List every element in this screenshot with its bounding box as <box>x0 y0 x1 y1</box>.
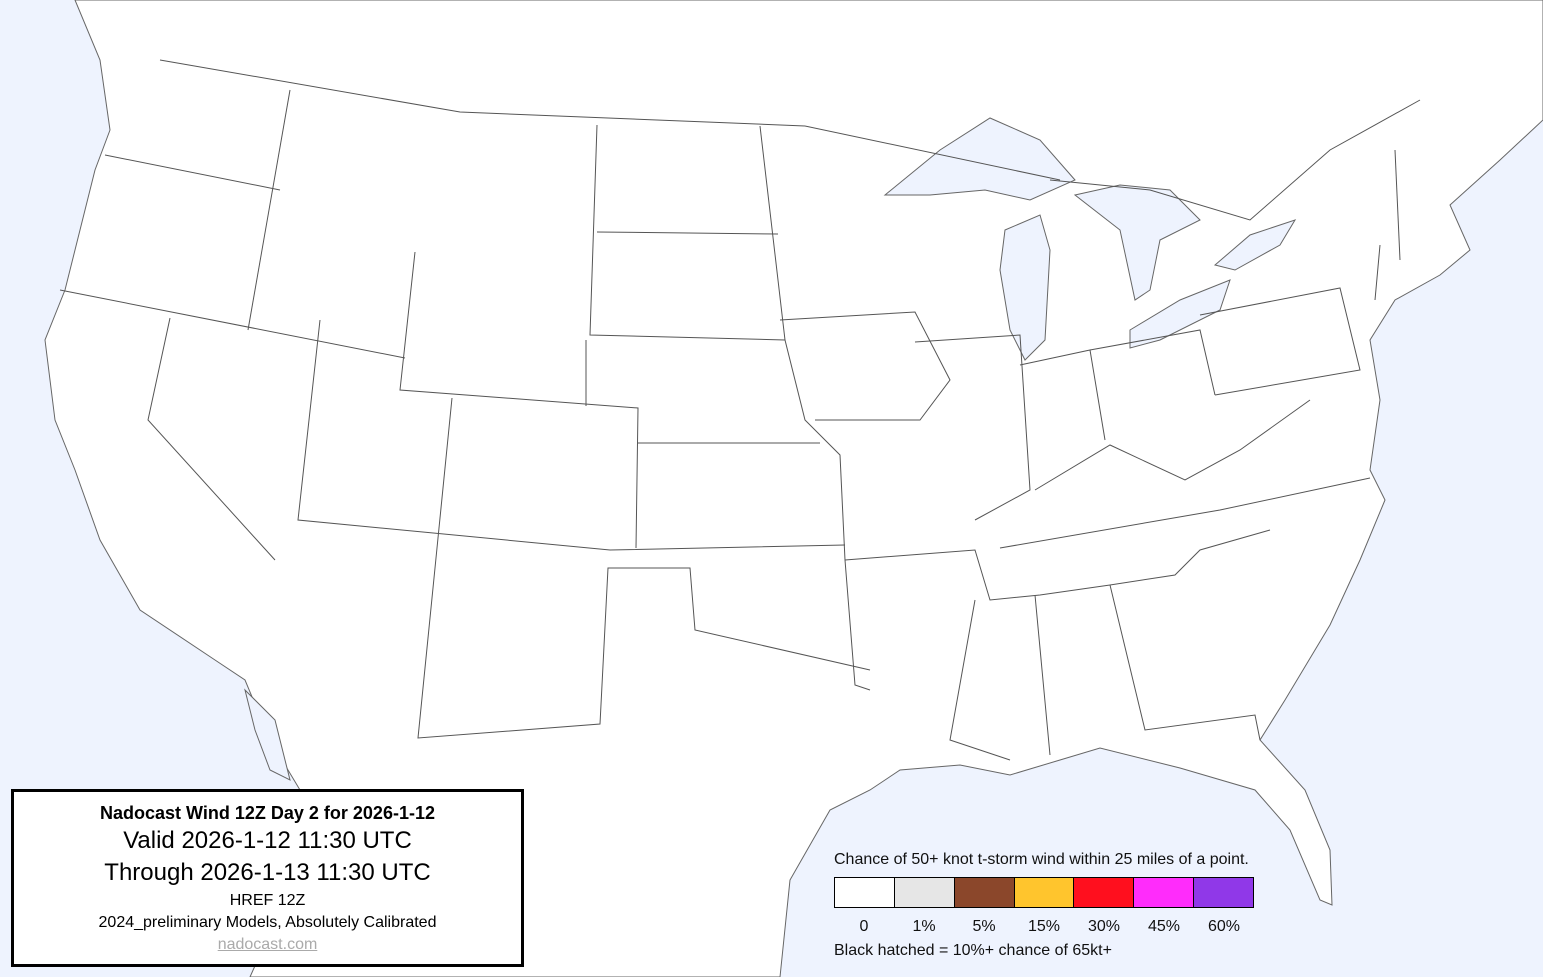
legend-swatch <box>1194 878 1254 907</box>
through-time: Through 2026-1-13 11:30 UTC <box>104 859 431 886</box>
legend-label: 5% <box>972 918 996 935</box>
legend-color-bar <box>834 877 1254 908</box>
state-borders <box>59 59 1421 761</box>
legend-swatch <box>894 878 955 907</box>
legend-label: 0 <box>859 918 869 935</box>
legend-labels: 0 1% 5% 15% 30% 45% 60% <box>834 918 1254 936</box>
legend-label: 60% <box>1207 918 1241 935</box>
legend-swatch <box>954 878 1015 907</box>
legend-label: 45% <box>1147 918 1181 935</box>
valid-time: Valid 2026-1-12 11:30 UTC <box>123 827 412 854</box>
legend-swatch <box>835 878 895 907</box>
legend-label: 15% <box>1027 918 1061 935</box>
legend-label: 30% <box>1087 918 1121 935</box>
land <box>44 0 1543 977</box>
models-note: 2024_preliminary Models, Absolutely Cali… <box>98 914 437 931</box>
hatch-note: Black hatched = 10%+ chance of 65kt+ <box>834 942 1112 959</box>
legend-title: Chance of 50+ knot t-storm wind within 2… <box>834 851 1249 868</box>
model-name: HREF 12Z <box>229 892 306 909</box>
forecast-title: Nadocast Wind 12Z Day 2 for 2026-1-12 <box>100 803 435 823</box>
forecast-info-box: Nadocast Wind 12Z Day 2 for 2026-1-12 Va… <box>11 789 524 967</box>
legend-swatch <box>1014 878 1075 907</box>
legend-swatch <box>1074 878 1135 907</box>
great-lakes <box>244 117 1297 781</box>
nadocast-link[interactable]: nadocast.com <box>217 936 318 953</box>
legend-swatch <box>1134 878 1195 907</box>
legend: Chance of 50+ knot t-storm wind within 2… <box>834 851 1254 960</box>
legend-label: 1% <box>912 918 936 935</box>
